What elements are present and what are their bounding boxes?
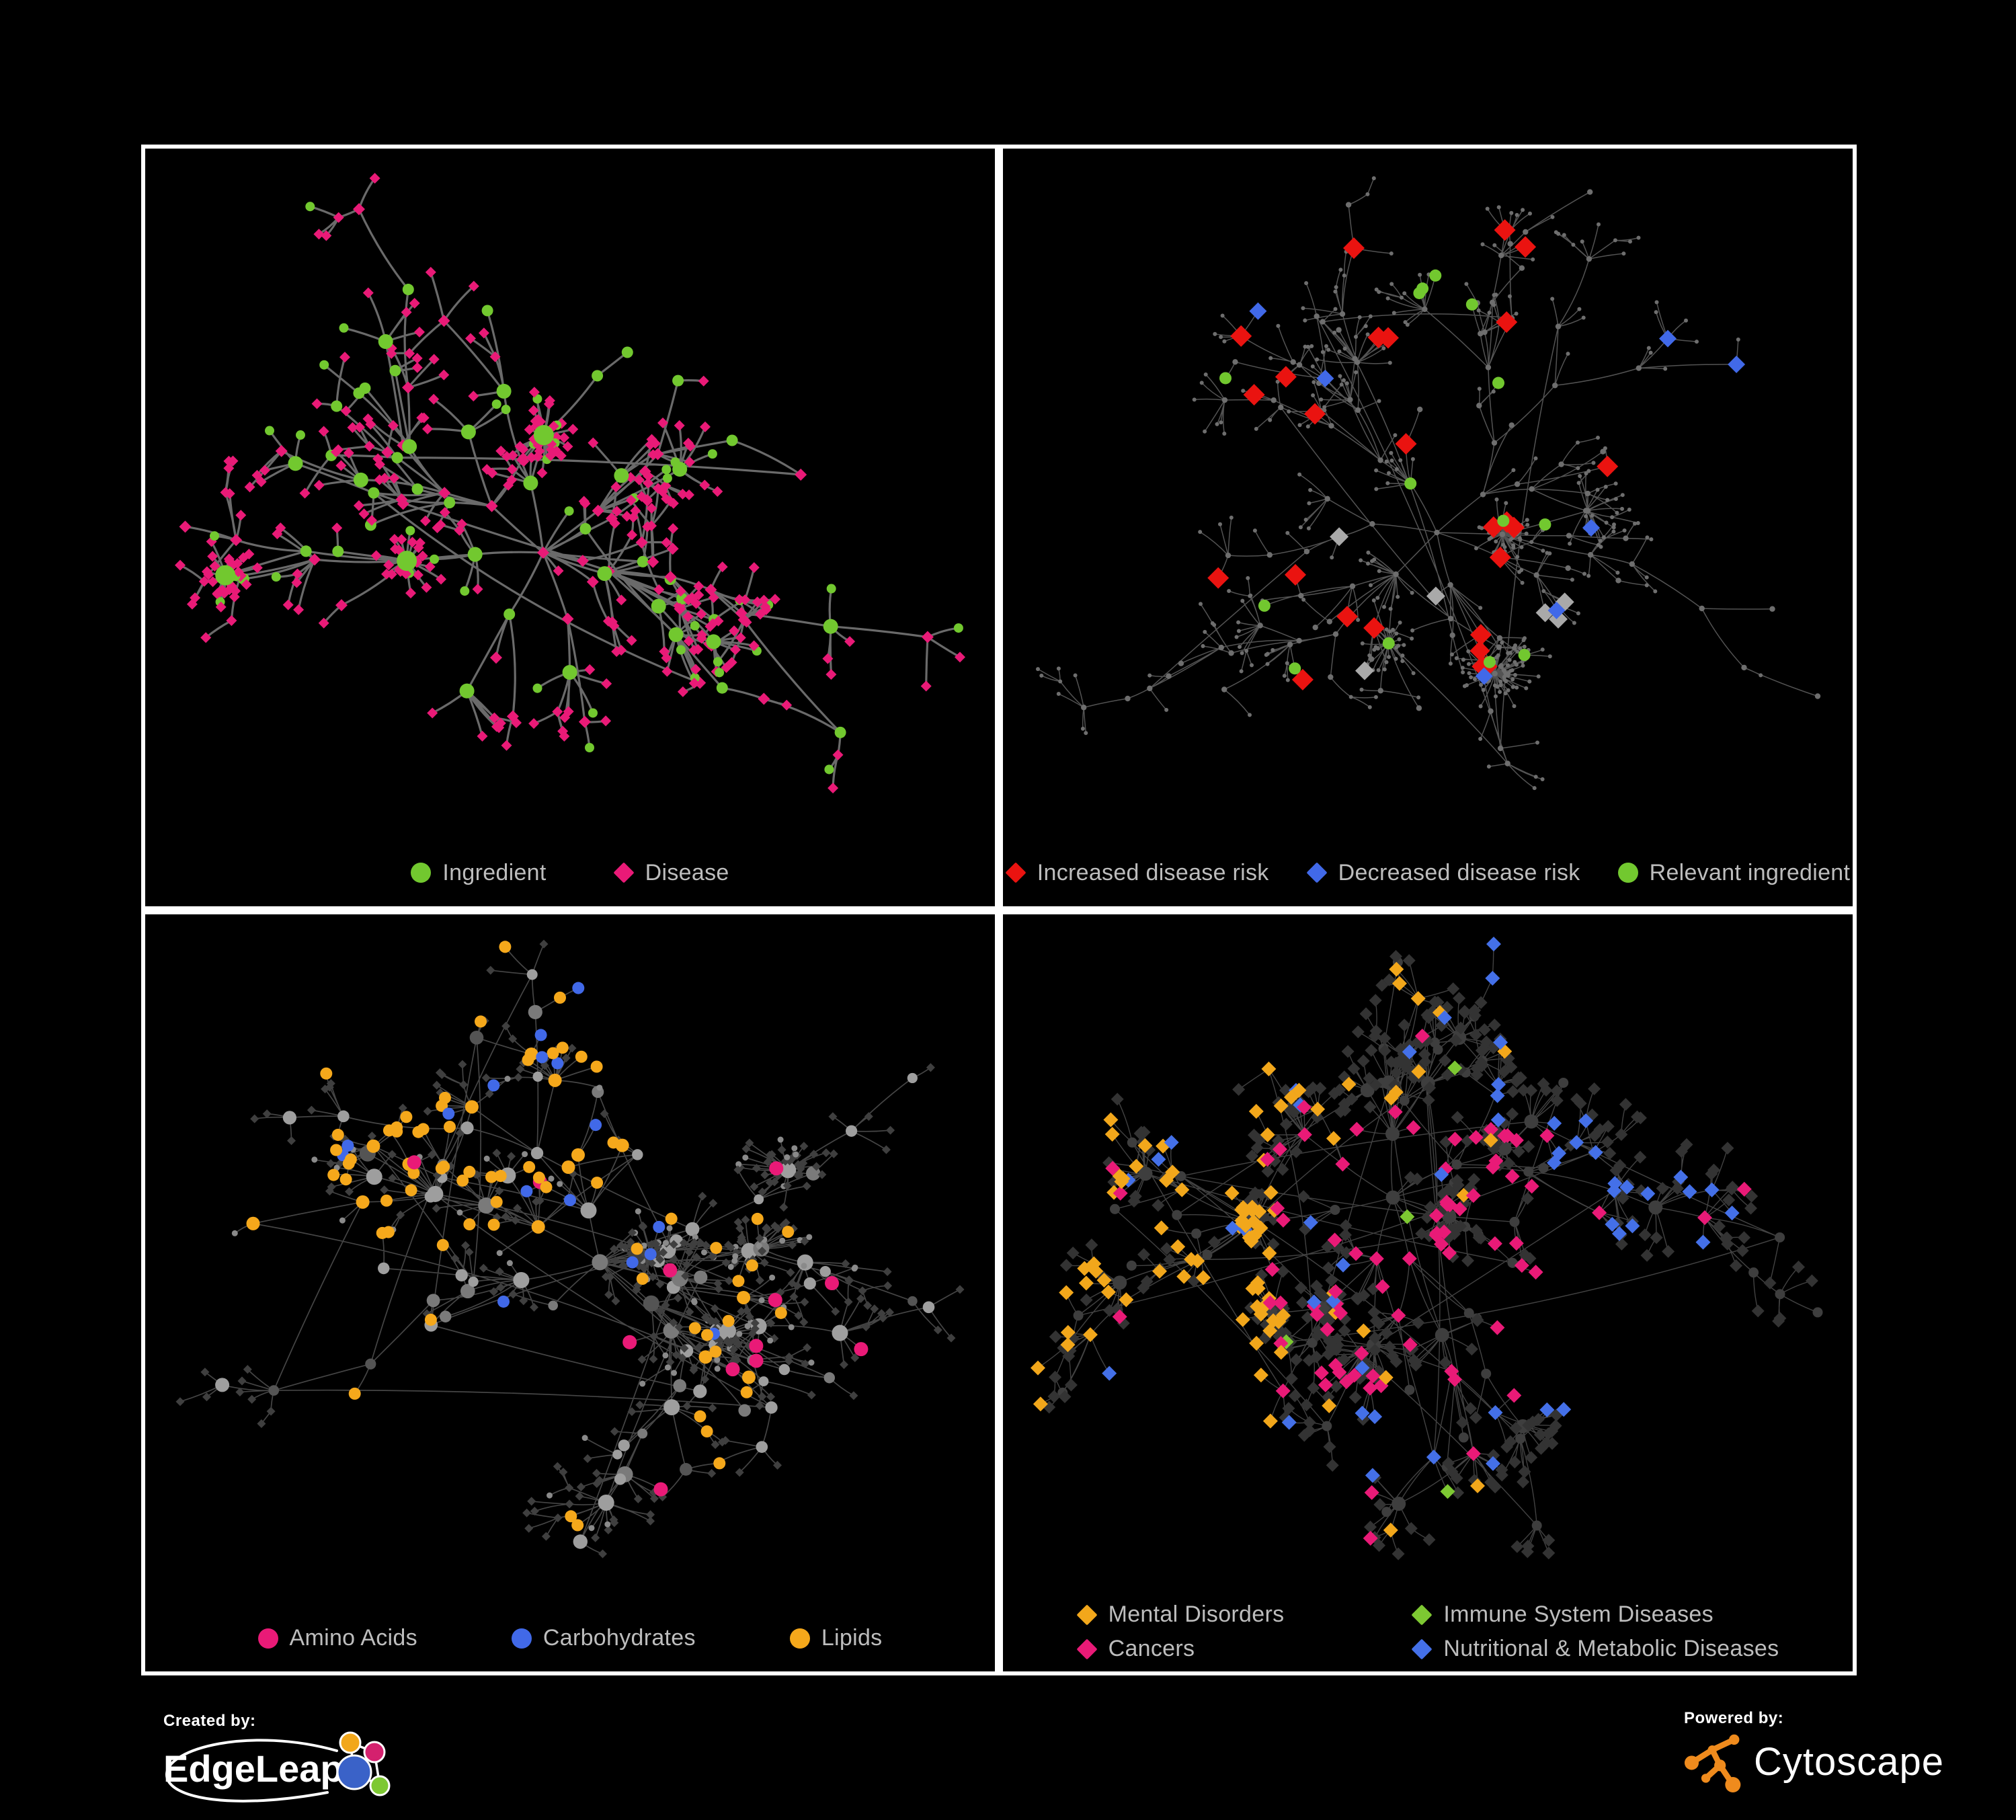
panel-macronutrient-network: Amino Acids Carbohydrates Lipids [141,910,999,1675]
panel-disease-risk-network: Increased disease risk Decreased disease … [999,145,1857,910]
legend-marker-diamond [1411,1604,1433,1626]
macronutrient-network-graph [175,939,965,1558]
legend-marker-circle [411,863,432,883]
disease-category-network-graph [1031,936,1823,1560]
created-by-label: Created by: [163,1712,256,1730]
legend-item: Ingredient [411,860,546,886]
disease-category-legend: Mental Disorders Immune System Diseases Ca… [1003,1601,1853,1662]
legend-label: Nutritional & Metabolic Diseases [1443,1636,1779,1661]
legend-label: Lipids [821,1625,883,1651]
legend-label: Ingredient [442,859,547,885]
legend-marker-circle [511,1628,532,1649]
legend-marker-diamond [1076,1604,1098,1626]
edgeleap-swoosh [165,1739,338,1803]
legend-item: Immune System Diseases [1411,1601,1779,1628]
legend-item: Decreased disease risk [1306,859,1580,886]
edgeleap-wordmark: EdgeLeap [163,1747,344,1790]
legend-item: Cancers [1076,1636,1285,1662]
disease-risk-network-graph [1036,176,1821,791]
edgeleap-logo: EdgeLeap [163,1731,391,1803]
legend-marker-diamond [1306,862,1328,883]
ingredient-disease-legend: Ingredient Disease [145,860,995,886]
legend-label: Increased disease risk [1037,859,1269,885]
cytoscape-wordmark: Cytoscape [1754,1739,1945,1784]
legend-label: Mental Disorders [1108,1601,1285,1627]
legend-item: Mental Disorders [1076,1601,1285,1628]
macronutrient-legend: Amino Acids Carbohydrates Lipids [145,1625,995,1651]
legend-label: Amino Acids [289,1625,417,1651]
edgeleap-node-green [369,1775,391,1796]
legend-marker-diamond [613,862,635,883]
edgeleap-node-magenta [363,1741,386,1764]
edgeleap-node-orange [339,1731,362,1754]
legend-label: Relevant ingredient [1649,859,1851,885]
cytoscape-logo-glyph [1684,1734,1741,1792]
edgeleap-credit: Created by: EdgeLeap [163,1712,395,1815]
legend-marker-diamond [1076,1638,1098,1660]
panel-disease-category-network: Mental Disorders Immune System Diseases Ca… [999,910,1857,1675]
legend-item: Relevant ingredient [1617,859,1851,886]
legend-item: Disease [613,859,729,886]
legend-label: Decreased disease risk [1338,859,1580,885]
legend-item: Increased disease risk [1005,859,1269,886]
disease-risk-legend: Increased disease risk Decreased disease … [1003,860,1853,886]
legend-item: Carbohydrates [511,1625,696,1651]
legend-marker-circle [257,1628,278,1649]
legend-marker-diamond [1411,1638,1433,1660]
powered-by-label: Powered by: [1684,1709,1784,1727]
cytoscape-logo-row: Cytoscape [1684,1731,1944,1792]
legend-label: Carbohydrates [542,1625,696,1651]
legend-item: Nutritional & Metabolic Diseases [1411,1636,1779,1662]
legend-marker-diamond [1005,862,1026,883]
edgeleap-glyph [336,1731,391,1796]
legend-marker-circle [1617,863,1638,883]
legend-marker-circle [789,1628,810,1649]
legend-item: Amino Acids [257,1625,417,1651]
legend-item: Lipids [789,1625,883,1651]
edgeleap-node-blue [336,1754,372,1790]
legend-label: Cancers [1108,1636,1195,1661]
legend-label: Disease [645,859,729,885]
legend-label: Immune System Diseases [1443,1601,1713,1627]
ingredient-disease-network-graph [175,173,965,794]
cytoscape-credit: Powered by: Cytoscape [1684,1709,1944,1792]
panel-grid: Ingredient Disease Increased disease risk… [141,145,1857,1675]
panel-ingredient-disease-network: Ingredient Disease [141,145,999,910]
